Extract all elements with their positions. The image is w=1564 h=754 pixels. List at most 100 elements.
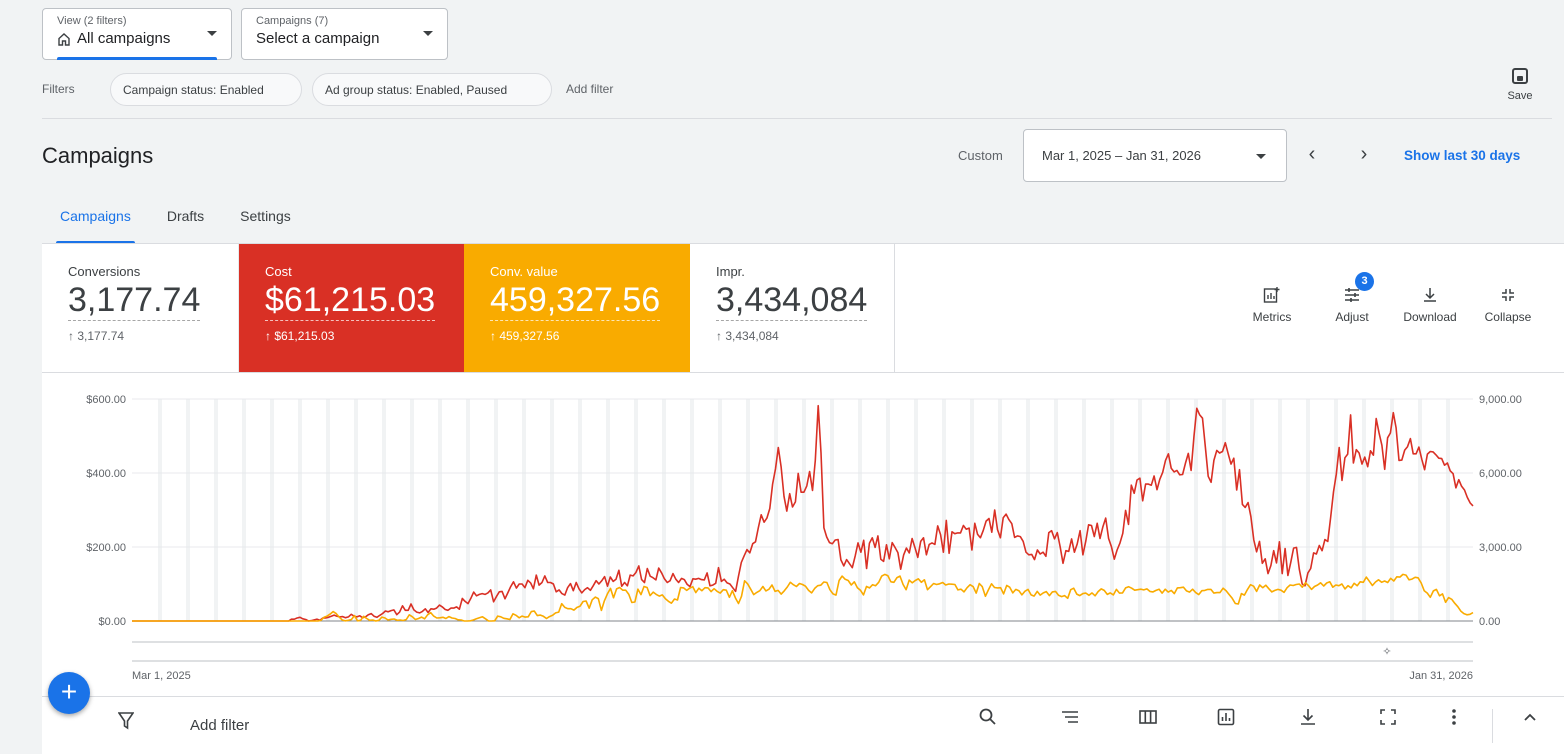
tab-settings[interactable]: Settings (240, 208, 291, 224)
campaign-selector-label: Campaigns (7) (256, 15, 329, 27)
week-band (1278, 399, 1282, 621)
show-last-30-days-link[interactable]: Show last 30 days (1404, 148, 1521, 163)
tab-campaigns[interactable]: Campaigns (42, 206, 149, 244)
date-range-picker[interactable]: Mar 1, 2025 – Jan 31, 2026 (1023, 129, 1287, 182)
metrics-button[interactable]: Metrics (1242, 286, 1302, 324)
add-filter-button[interactable]: Add filter (190, 717, 250, 734)
right-axis-tick-label: 6,000.00 (1479, 468, 1522, 480)
save-button[interactable]: Save (1502, 68, 1538, 102)
download-label: Download (1403, 310, 1457, 324)
left-axis-tick-label: $200.00 (86, 542, 126, 554)
tune-icon (1322, 286, 1382, 310)
metric-delta: ↑ 3,177.74 (68, 329, 125, 343)
collapse-button[interactable]: Collapse (1478, 286, 1538, 324)
series-line-conv-value (132, 573, 1474, 622)
week-band (466, 399, 470, 621)
save-label: Save (1507, 90, 1533, 102)
search-icon[interactable] (974, 707, 1002, 733)
chevron-down-icon (423, 31, 433, 36)
x-axis-end-label: Jan 31, 2026 (1409, 670, 1473, 682)
campaign-selector[interactable]: Campaigns (7) Select a campaign (241, 8, 448, 60)
metric-card-impressions[interactable]: Impr. 3,434,084 ↑ 3,434,084 (690, 244, 895, 372)
week-band (774, 399, 778, 621)
week-band (606, 399, 610, 621)
metric-card-conversions[interactable]: Conversions 3,177.74 ↑ 3,177.74 (42, 244, 239, 372)
metric-value: 3,177.74 (68, 281, 201, 321)
metric-card-conv-value[interactable]: Conv. value 459,327.56 ↑ 459,327.56 (464, 244, 690, 372)
adjust-button[interactable]: Adjust (1322, 286, 1382, 324)
previous-period-button[interactable]: ‹ (1308, 143, 1316, 165)
collapse-icon[interactable] (1516, 707, 1544, 733)
metric-value: $61,215.03 (265, 281, 436, 321)
week-band (522, 399, 526, 621)
download-button[interactable]: Download (1392, 286, 1468, 324)
week-band (802, 399, 806, 621)
week-band (242, 399, 246, 621)
week-band (1362, 399, 1366, 621)
right-axis-tick-label: 0.00 (1479, 616, 1500, 628)
view-selector-underline (57, 57, 217, 60)
week-band (1334, 399, 1338, 621)
tab-drafts[interactable]: Drafts (166, 208, 205, 224)
filter-chip-ad-group-status[interactable]: Ad group status: Enabled, Paused (312, 73, 552, 106)
divider (42, 372, 1564, 373)
week-band (690, 399, 694, 621)
metric-value: 459,327.56 (490, 281, 661, 321)
week-band (1446, 399, 1450, 621)
add-filter-link[interactable]: Add filter (566, 82, 614, 96)
add-campaign-fab[interactable]: + (48, 672, 90, 714)
week-band (1082, 399, 1086, 621)
adjust-label: Adjust (1335, 310, 1369, 324)
right-axis-tick-label: 9,000.00 (1479, 394, 1522, 406)
week-band (578, 399, 582, 621)
segment-icon[interactable] (1056, 707, 1084, 733)
expand-icon[interactable] (1374, 707, 1402, 733)
divider (42, 118, 1552, 119)
week-band (438, 399, 442, 621)
x-axis-start-label: Mar 1, 2025 (132, 670, 191, 682)
performance-panel: Conversions 3,177.74 ↑ 3,177.74 Cost $61… (42, 244, 1564, 696)
filter-icon[interactable] (118, 711, 134, 731)
week-band (970, 399, 974, 621)
table-toolbar: Add filter (42, 696, 1564, 754)
chevron-down-icon (1256, 154, 1266, 159)
page-title: Campaigns (42, 143, 154, 168)
metric-label: Impr. (716, 264, 745, 279)
week-band (298, 399, 302, 621)
home-icon (58, 32, 70, 46)
week-band (382, 399, 386, 621)
filters-label: Filters (42, 82, 75, 96)
filter-chip-campaign-status[interactable]: Campaign status: Enabled (110, 73, 302, 106)
campaign-selector-value: Select a campaign (256, 30, 380, 47)
reports-icon[interactable] (1212, 707, 1240, 733)
week-band (1026, 399, 1030, 621)
week-band (1222, 399, 1226, 621)
columns-icon[interactable] (1134, 707, 1162, 733)
tab-bar: Campaigns Drafts Settings (42, 206, 309, 244)
week-band (186, 399, 190, 621)
week-band (1390, 399, 1394, 621)
save-icon (1512, 68, 1528, 84)
week-band (1110, 399, 1114, 621)
download-icon[interactable] (1294, 707, 1322, 733)
week-band (354, 399, 358, 621)
metric-delta: ↑ 3,434,084 (716, 329, 779, 343)
metric-label: Conv. value (490, 264, 558, 279)
view-selector-value: All campaigns (77, 30, 171, 47)
week-band (1306, 399, 1310, 621)
week-band (550, 399, 554, 621)
view-selector[interactable]: View (2 filters) All campaigns (42, 8, 232, 60)
chevron-down-icon (207, 31, 217, 36)
metric-delta: ↑ $61,215.03 (265, 329, 335, 343)
week-band (494, 399, 498, 621)
week-band (1138, 399, 1142, 621)
left-axis-tick-label: $0.00 (98, 616, 126, 628)
more-icon[interactable] (1440, 707, 1468, 733)
week-band (942, 399, 946, 621)
next-period-button[interactable]: › (1360, 143, 1368, 165)
week-band (914, 399, 918, 621)
metric-card-cost[interactable]: Cost $61,215.03 ↑ $61,215.03 (239, 244, 464, 372)
week-band (1166, 399, 1170, 621)
left-axis-tick-label: $600.00 (86, 394, 126, 406)
